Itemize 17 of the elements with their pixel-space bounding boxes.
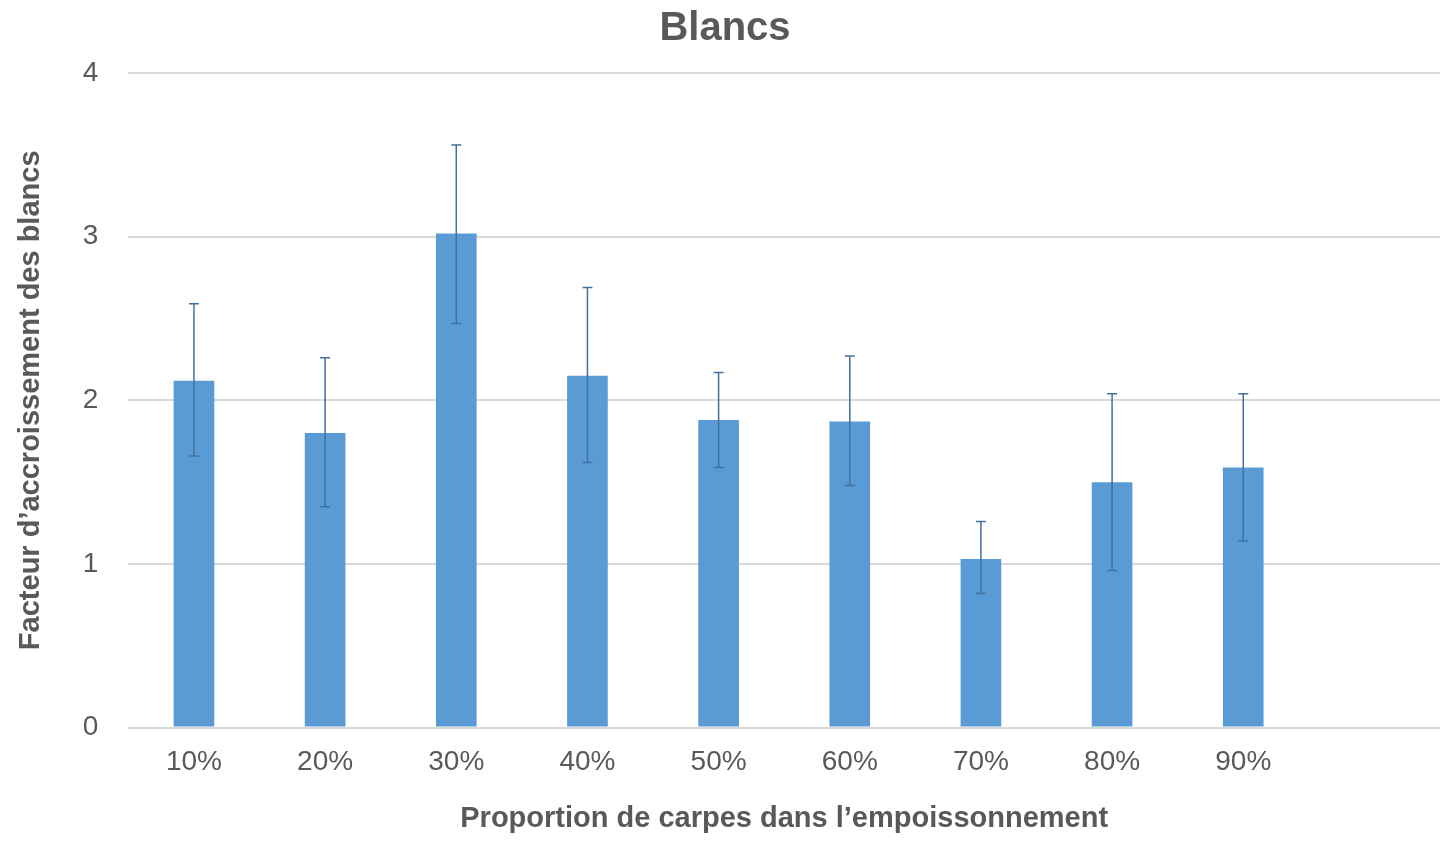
x-tick-label: 70%: [952, 745, 1009, 777]
y-tick-label: 3: [82, 219, 99, 251]
x-tick-label: 20%: [297, 745, 354, 777]
x-tick-label: 90%: [1215, 745, 1272, 777]
x-tick-label: 40%: [559, 745, 616, 777]
chart-title: Blancs: [659, 4, 791, 49]
x-tick-label: 60%: [821, 745, 878, 777]
x-tick-label: 10%: [165, 745, 222, 777]
y-tick-label: 1: [82, 546, 99, 578]
y-tick-label: 4: [82, 55, 99, 87]
x-tick-label: 50%: [690, 745, 747, 777]
x-tick-label: 30%: [428, 745, 485, 777]
x-axis-title: Proportion de carpes dans l’empoissonnement: [460, 800, 1109, 833]
y-tick-label: 0: [82, 710, 99, 742]
y-tick-label: 2: [82, 383, 99, 415]
x-tick-label: 80%: [1084, 745, 1141, 777]
y-axis-title: Facteur d’accroissement des blancs: [13, 150, 46, 651]
